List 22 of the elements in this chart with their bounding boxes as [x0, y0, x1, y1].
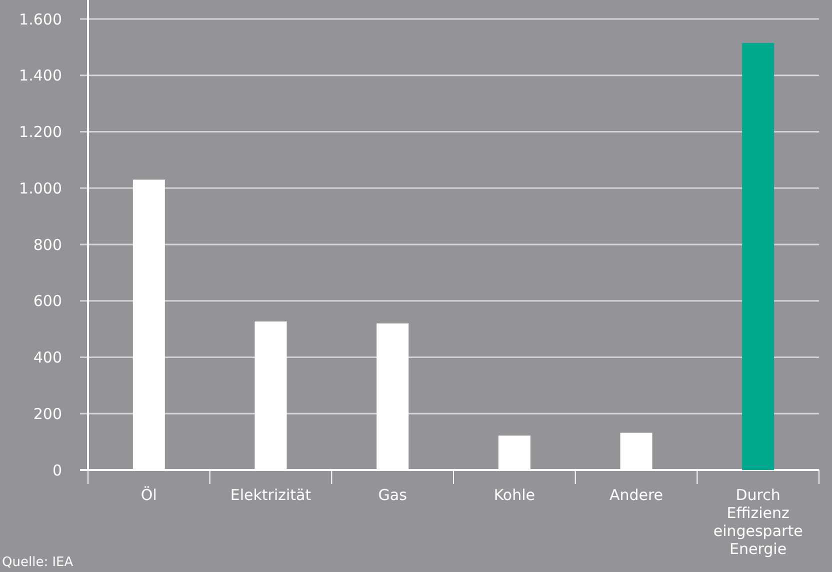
bar	[132, 180, 165, 470]
y-tick-label: 400	[33, 348, 62, 366]
x-tick-label: Durch Effizienz eingesparte Energie	[713, 486, 803, 558]
y-tick-label: 200	[33, 404, 62, 423]
bar	[742, 42, 774, 470]
x-tick-label: Gas	[378, 486, 408, 504]
y-tick-label: 1.000	[19, 179, 62, 198]
x-tick-label: Andere	[609, 486, 664, 504]
x-tick-label: Öl	[140, 486, 157, 504]
bar	[376, 323, 409, 470]
x-tick-label: Kohle	[494, 486, 536, 504]
x-tick-label: Elektrizität	[230, 486, 312, 504]
y-tick-label: 1.200	[19, 123, 62, 141]
bar	[254, 321, 287, 470]
bar	[498, 436, 530, 470]
y-tick-label: 1.400	[19, 66, 62, 85]
y-tick-label: 1.600	[19, 10, 62, 28]
y-tick-label: 0	[52, 461, 62, 480]
y-tick-label: 600	[33, 292, 62, 310]
y-tick-label: 800	[33, 236, 62, 254]
source-note: Quelle: IEA	[2, 555, 74, 570]
bar	[620, 432, 652, 470]
